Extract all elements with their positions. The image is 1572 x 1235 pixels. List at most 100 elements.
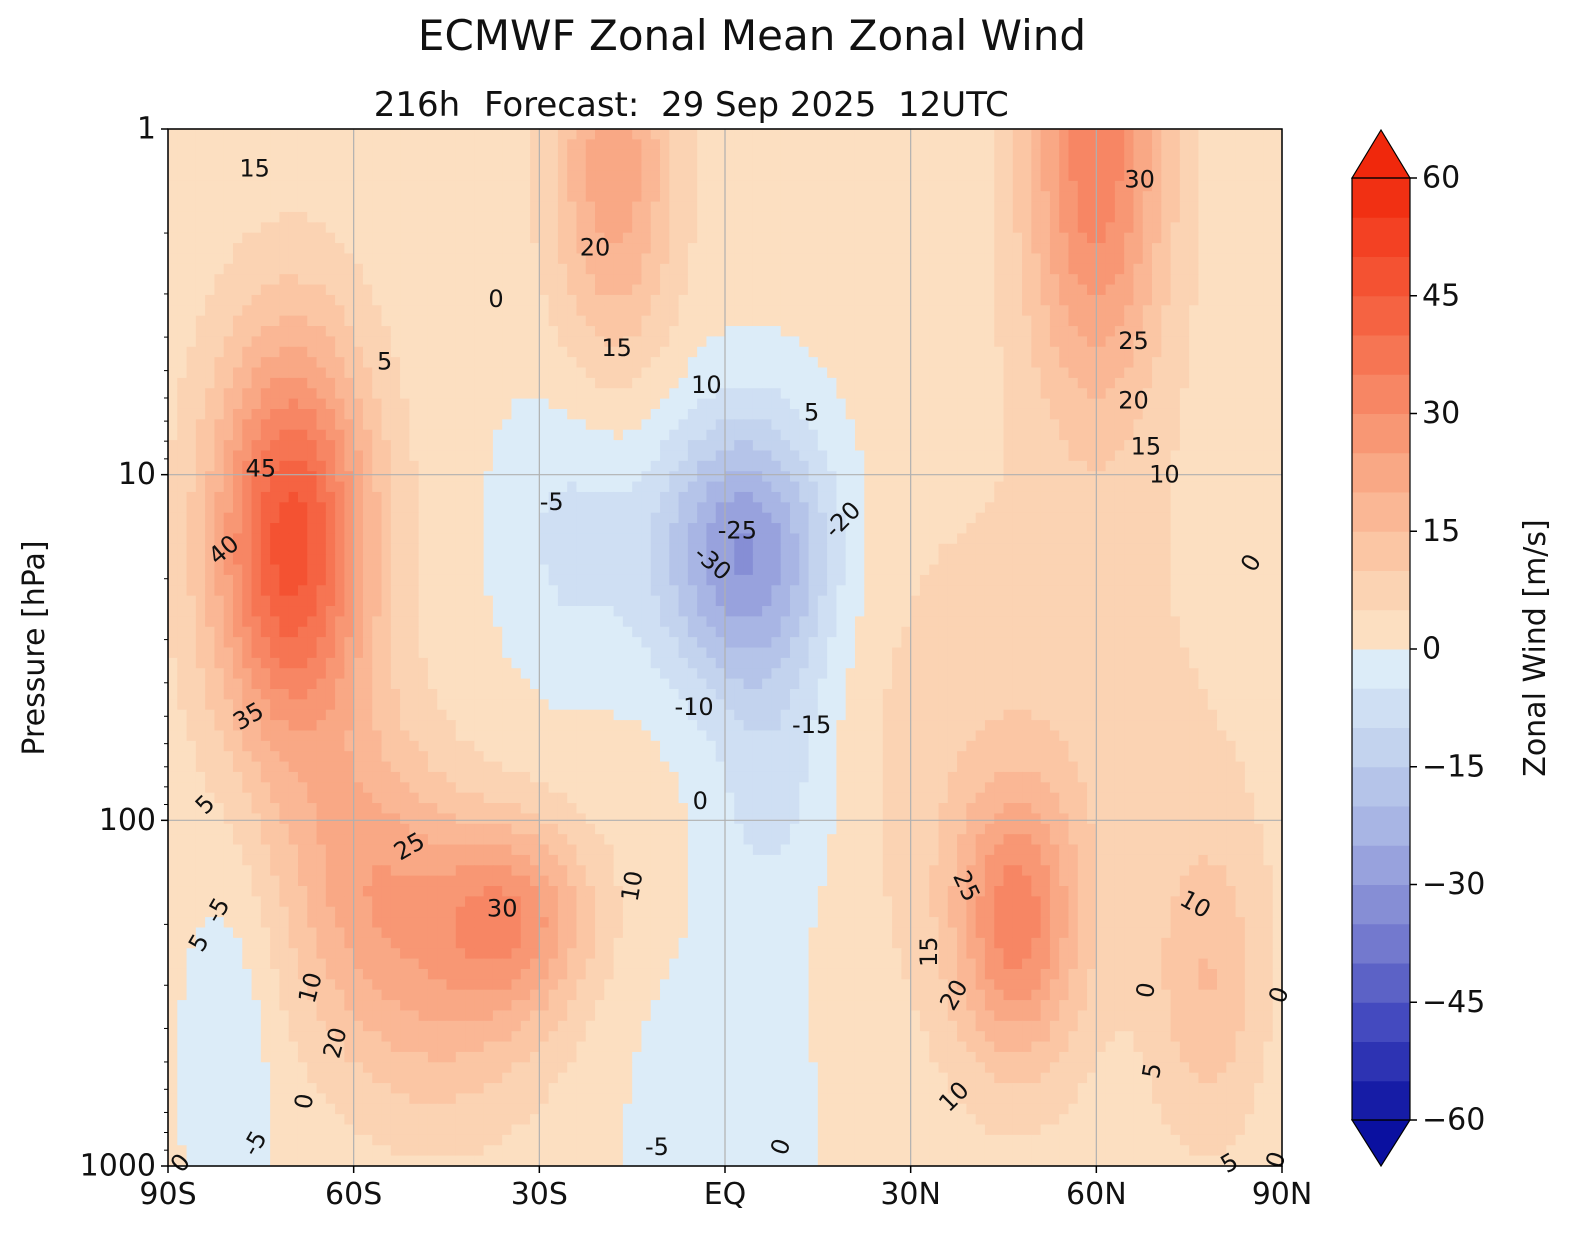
field-cell (1226, 440, 1237, 452)
field-cell (205, 367, 216, 379)
field-cell (1077, 346, 1088, 358)
field-cell (678, 305, 689, 317)
field-cell (344, 201, 355, 213)
field-cell (492, 243, 503, 255)
field-cell (901, 491, 912, 503)
field-cell (669, 326, 680, 337)
field-cell (854, 253, 865, 265)
field-cell (808, 139, 819, 151)
field-cell (288, 450, 299, 462)
field-cell (1049, 284, 1060, 296)
field-cell (752, 211, 763, 223)
field-cell (799, 388, 810, 400)
field-cell (1105, 305, 1116, 317)
field-cell (632, 533, 643, 545)
field-cell (752, 315, 763, 327)
field-cell (288, 191, 299, 203)
field-cell (1022, 491, 1032, 503)
field-cell (270, 481, 280, 493)
field-cell (483, 201, 494, 213)
field-cell (1179, 450, 1190, 462)
field-cell (1133, 481, 1144, 493)
field-cell (214, 419, 225, 431)
field-cell (799, 294, 810, 306)
field-cell (873, 149, 884, 161)
field-cell (1087, 191, 1097, 203)
field-cell (1031, 160, 1042, 172)
field-cell (307, 294, 318, 306)
field-cell (780, 315, 791, 327)
field-cell (418, 139, 429, 151)
field-cell (799, 139, 810, 151)
field-cell (910, 191, 921, 203)
field-cell (845, 315, 856, 327)
field-cell (817, 523, 828, 535)
field-cell (260, 170, 271, 182)
field-cell (1170, 502, 1181, 514)
field-cell (297, 253, 308, 265)
field-cell (762, 388, 773, 400)
field-cell (557, 388, 568, 400)
field-cell (687, 502, 698, 514)
field-cell (427, 201, 438, 213)
field-cell (929, 180, 940, 192)
field-cell (539, 512, 550, 524)
field-cell (409, 222, 420, 234)
field-cell (687, 543, 698, 555)
field-cell (520, 367, 531, 379)
field-cell (966, 315, 977, 327)
field-cell (232, 377, 243, 389)
field-cell (817, 533, 828, 545)
field-cell (474, 512, 485, 524)
field-cell (1254, 440, 1265, 452)
field-cell (335, 491, 345, 503)
field-cell (465, 315, 475, 327)
field-cell (437, 543, 448, 555)
field-cell (362, 294, 373, 306)
field-cell (177, 149, 188, 161)
field-cell (325, 377, 336, 389)
field-cell (223, 211, 234, 223)
field-cell (687, 305, 698, 317)
field-cell (520, 440, 531, 452)
field-cell (901, 502, 912, 514)
field-cell (836, 294, 847, 306)
field-cell (706, 129, 717, 140)
field-cell (901, 284, 912, 296)
field-cell (1217, 533, 1227, 545)
field-cell (511, 460, 522, 472)
field-cell (362, 139, 373, 151)
field-cell (1003, 149, 1014, 161)
field-cell (381, 284, 392, 296)
field-cell (1040, 139, 1051, 151)
field-cell (1040, 129, 1051, 140)
field-cell (1161, 274, 1172, 286)
field-cell (1179, 398, 1190, 410)
field-cell (186, 149, 197, 161)
field-cell (297, 180, 308, 192)
field-cell (1217, 253, 1227, 265)
field-cell (279, 253, 290, 265)
field-cell (957, 336, 967, 348)
field-cell (195, 201, 206, 213)
field-cell (789, 305, 800, 317)
field-cell (938, 160, 949, 172)
field-cell (1087, 211, 1097, 223)
field-cell (1161, 398, 1172, 410)
field-cell (947, 377, 958, 389)
field-cell (743, 512, 754, 524)
field-cell (687, 180, 698, 192)
field-cell (613, 419, 624, 431)
field-cell (1096, 274, 1107, 286)
field-cell (678, 440, 689, 452)
field-cell (1272, 222, 1282, 234)
field-cell (706, 149, 717, 161)
field-cell (1022, 191, 1032, 203)
field-cell (984, 160, 995, 172)
field-cell (168, 232, 178, 244)
field-cell (297, 398, 308, 410)
field-cell (1189, 450, 1200, 462)
field-cell (307, 149, 318, 161)
field-cell (984, 139, 995, 151)
field-cell (1031, 129, 1042, 140)
